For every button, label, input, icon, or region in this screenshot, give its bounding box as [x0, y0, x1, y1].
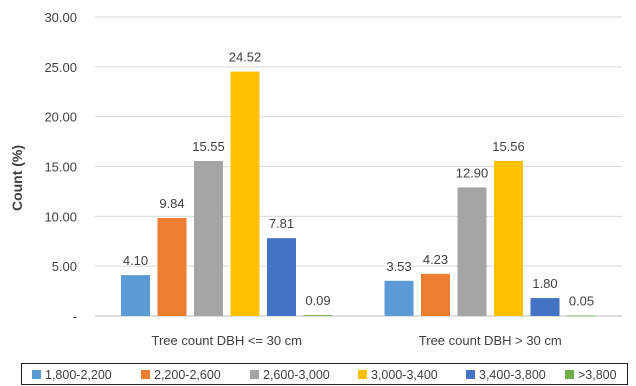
y-axis-tick-labels: - 5.00 10.00 15.00 20.00 25.00 30.00: [44, 10, 77, 324]
data-label: 1.80: [532, 276, 557, 291]
data-label: 9.84: [159, 196, 184, 211]
legend-swatch: [466, 370, 475, 379]
x-axis-category-labels: Tree count DBH <= 30 cm Tree count DBH > …: [151, 333, 561, 348]
legend-label: 2,200-2,600: [154, 368, 221, 382]
y-tick-label: 5.00: [52, 259, 77, 274]
bar: [303, 315, 333, 316]
bars: [121, 71, 596, 317]
bar: [267, 238, 296, 316]
legend-swatch: [358, 370, 367, 379]
legend: 1,800-2,200 2,200-2,600 2,600-3,000 3,000-3…: [21, 363, 628, 385]
y-tick-label: 25.00: [44, 60, 77, 75]
legend-label: >3,800: [578, 368, 617, 382]
bar: [384, 280, 414, 316]
y-axis-label: Count (%): [9, 145, 25, 211]
legend-swatch: [565, 370, 574, 379]
y-tick-label: -: [73, 309, 77, 324]
x-category-label: Tree count DBH <= 30 cm: [151, 333, 302, 348]
bar: [457, 187, 487, 316]
legend-box: [21, 363, 628, 385]
bar: [567, 315, 596, 317]
data-label: 0.05: [569, 294, 594, 309]
data-label: 15.55: [192, 139, 225, 154]
bar: [121, 275, 150, 316]
legend-swatch: [32, 370, 41, 379]
y-tick-label: 30.00: [44, 10, 77, 25]
x-category-label: Tree count DBH > 30 cm: [419, 333, 562, 348]
y-tick-label: 10.00: [44, 209, 77, 224]
legend-swatch: [141, 370, 150, 379]
bar: [230, 71, 260, 316]
legend-swatch: [250, 370, 259, 379]
bar: [194, 161, 223, 316]
data-label: 0.09: [305, 293, 330, 308]
data-label: 12.90: [456, 165, 489, 180]
bar: [530, 298, 560, 316]
legend-label: 3,000-3,400: [371, 368, 438, 382]
bar: [421, 273, 450, 316]
legend-label: 1,800-2,200: [45, 368, 112, 382]
data-label: 15.56: [492, 139, 525, 154]
legend-label: 2,600-3,000: [263, 368, 330, 382]
data-label: 3.53: [386, 259, 411, 274]
y-tick-label: 15.00: [44, 160, 77, 175]
data-label: 4.23: [423, 252, 448, 267]
data-label: 7.81: [269, 216, 294, 231]
data-label: 4.10: [123, 253, 148, 268]
legend-label: 3,400-3,800: [479, 368, 546, 382]
y-tick-label: 20.00: [44, 110, 77, 125]
bar: [157, 217, 187, 316]
bar: [494, 160, 523, 316]
data-label: 24.52: [229, 50, 262, 65]
